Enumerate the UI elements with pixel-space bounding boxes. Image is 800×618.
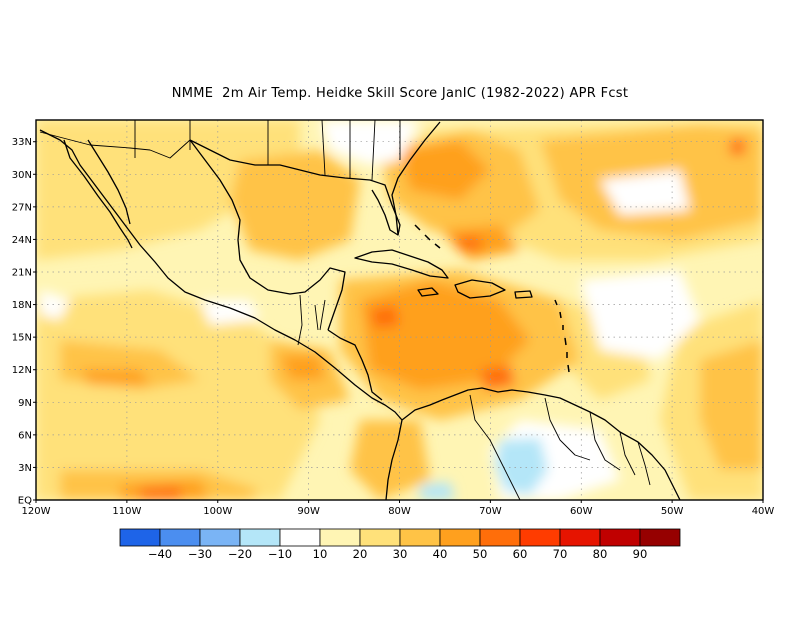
- lat-tick-label: 33N: [12, 137, 32, 148]
- colorbar-swatch: [600, 529, 640, 546]
- colorbar-label: 10: [313, 547, 328, 561]
- lon-tick-label: 90W: [297, 506, 320, 517]
- colorbar-swatch: [640, 529, 680, 546]
- colorbar-swatch: [200, 529, 240, 546]
- lon-tick-label: 40W: [752, 506, 775, 517]
- lat-tick-label: 27N: [12, 202, 32, 213]
- colorbar-label: −10: [268, 547, 292, 561]
- colorbar-label: −40: [148, 547, 172, 561]
- lon-tick-label: 100W: [203, 506, 232, 517]
- lon-tick-label: 50W: [661, 506, 684, 517]
- colorbar-label: 30: [393, 547, 408, 561]
- colorbar-label: 50: [473, 547, 488, 561]
- lat-tick-label: 3N: [18, 463, 32, 474]
- shaded-field: [36, 120, 763, 500]
- colorbar-swatch: [240, 529, 280, 546]
- colorbar-label: 40: [433, 547, 448, 561]
- colorbar-swatch: [560, 529, 600, 546]
- colorbar-label: 90: [633, 547, 648, 561]
- colorbar-swatch: [440, 529, 480, 546]
- lat-tick-label: 24N: [12, 235, 32, 246]
- colorbar-swatch: [320, 529, 360, 546]
- lon-tick-label: 80W: [388, 506, 411, 517]
- colorbar-swatch: [160, 529, 200, 546]
- lat-tick-label: 18N: [12, 300, 32, 311]
- colorbar: −40 −30 −20 −10 10 20 30 40 50 60 70 80 90: [120, 529, 680, 561]
- lat-tick-label: 9N: [18, 398, 32, 409]
- lon-tick-label: 60W: [570, 506, 593, 517]
- lon-tick-label: 110W: [112, 506, 141, 517]
- lat-tick-label: 15N: [12, 333, 32, 344]
- colorbar-swatch: [360, 529, 400, 546]
- lat-tick-label: EQ: [18, 496, 32, 507]
- lat-tick-label: 30N: [12, 170, 32, 181]
- lon-tick-label: 120W: [22, 506, 51, 517]
- lat-tick-label: 12N: [12, 365, 32, 376]
- colorbar-label: 60: [513, 547, 528, 561]
- colorbar-swatch: [400, 529, 440, 546]
- colorbar-label: 70: [553, 547, 568, 561]
- map-title: NMME 2m Air Temp. Heidke Skill Score Jan…: [0, 86, 800, 101]
- colorbar-swatch: [520, 529, 560, 546]
- colorbar-label: 80: [593, 547, 608, 561]
- lat-tick-label: 21N: [12, 268, 32, 279]
- colorbar-label: 20: [353, 547, 368, 561]
- lon-tick-label: 70W: [479, 506, 502, 517]
- colorbar-label: −20: [228, 547, 252, 561]
- longitude-axis: 120W 110W 100W 90W 80W 70W 60W 50W 40W: [22, 500, 775, 517]
- colorbar-swatch: [480, 529, 520, 546]
- latitude-axis: EQ 3N 6N 9N 12N 15N 18N 21N 24N 27N 30N 33N: [12, 137, 36, 506]
- colorbar-swatch: [280, 529, 320, 546]
- colorbar-label: −30: [188, 547, 212, 561]
- lat-tick-label: 6N: [18, 430, 32, 441]
- colorbar-swatch: [120, 529, 160, 546]
